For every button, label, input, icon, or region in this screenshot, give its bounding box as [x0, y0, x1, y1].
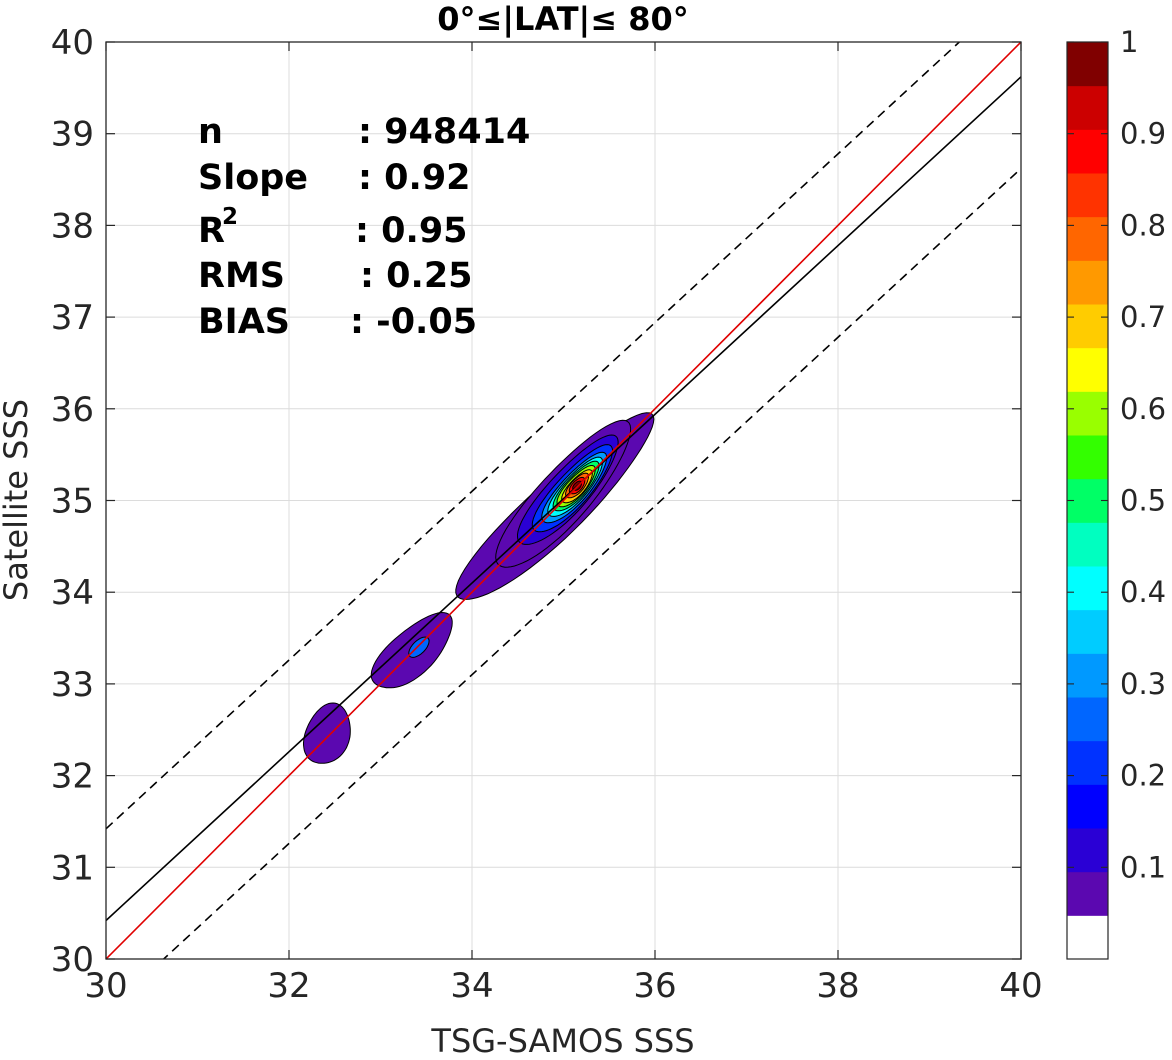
colorbar-segment — [1067, 697, 1108, 742]
x-tick-label: 38 — [816, 966, 859, 1006]
regression-line — [106, 76, 1021, 922]
colorbar-segment — [1067, 391, 1108, 436]
colorbar-tick-label: 0.9 — [1120, 117, 1166, 151]
colorbar-segment — [1067, 653, 1108, 698]
stat-r2-label: R — [198, 211, 225, 251]
tick-layer: 30 32 34 36 38 40 30 31 32 33 34 35 36 37 38 39 40 — [51, 23, 1043, 1006]
colorbar-segment — [1067, 129, 1108, 174]
x-tick-label: 30 — [84, 966, 127, 1006]
stat-r2-value: : 0.95 — [355, 211, 468, 251]
line-layer — [106, 42, 1021, 959]
y-tick-label: 34 — [51, 573, 94, 613]
x-tick-label: 40 — [999, 966, 1042, 1006]
y-tick-label: 38 — [51, 206, 94, 246]
lower-envelope-line — [162, 167, 1021, 959]
colorbar-tick-label: 0.5 — [1120, 484, 1166, 518]
colorbar-segment — [1067, 216, 1108, 261]
colorbar-segment — [1067, 871, 1108, 916]
one-to-one-line — [106, 42, 1021, 959]
x-tick-label: 36 — [633, 966, 676, 1006]
density-contour — [408, 636, 430, 658]
colorbar-tick-label: 0.1 — [1120, 850, 1166, 884]
stat-r2-superscript: 2 — [222, 204, 238, 230]
colorbar-segment — [1067, 740, 1108, 785]
colorbar-segment — [1067, 173, 1108, 218]
upper-envelope-line — [106, 42, 961, 830]
y-tick-label: 40 — [51, 23, 94, 63]
chart-title: 0°≤|LAT|≤ 80° — [437, 0, 688, 39]
colorbar-tick-label: 0.6 — [1120, 392, 1166, 426]
colorbar-segment — [1067, 42, 1108, 87]
density-layer — [303, 412, 655, 764]
stat-rms-value: : 0.25 — [360, 256, 473, 296]
x-axis-label: TSG-SAMOS SSS — [430, 1022, 694, 1055]
colorbar-segment — [1067, 260, 1108, 305]
stat-n-value: : 948414 — [358, 112, 530, 152]
colorbar-tick-label: 0.7 — [1120, 300, 1166, 334]
stat-bias-value: : -0.05 — [350, 302, 477, 342]
colorbar-segment — [1067, 566, 1108, 611]
y-tick-label: 37 — [51, 298, 94, 338]
colorbar-tick-label: 1 — [1120, 25, 1138, 59]
colorbar-segment — [1067, 915, 1108, 960]
colorbar-segment — [1067, 609, 1108, 654]
colorbar-segment — [1067, 435, 1108, 480]
stat-slope-label: Slope — [198, 158, 308, 198]
stat-rms-label: RMS — [198, 256, 285, 296]
stat-n-label: n — [198, 112, 223, 152]
colorbar: 0.1 0.2 0.3 0.4 0.5 0.6 0.7 0.8 0.9 1 — [1066, 25, 1166, 960]
y-tick-label: 33 — [51, 665, 94, 705]
colorbar-segment — [1067, 522, 1108, 567]
colorbar-segment — [1067, 304, 1108, 349]
colorbar-segment — [1067, 347, 1108, 392]
colorbar-segment — [1067, 828, 1108, 873]
x-tick-label: 32 — [267, 966, 310, 1006]
colorbar-segment — [1067, 784, 1108, 829]
y-axis-label: Satellite SSS — [0, 399, 35, 601]
stat-bias-label: BIAS — [198, 302, 290, 342]
colorbar-tick-label: 0.4 — [1120, 575, 1166, 609]
colorbar-tick-label: 0.8 — [1120, 208, 1166, 242]
colorbar-tick-label: 0.2 — [1120, 759, 1166, 793]
colorbar-segment — [1067, 85, 1108, 130]
colorbar-tick-label: 0.3 — [1120, 667, 1166, 701]
y-tick-label: 36 — [51, 390, 94, 430]
y-tick-label: 31 — [51, 848, 94, 888]
y-tick-label: 39 — [51, 115, 94, 155]
y-tick-label: 32 — [51, 757, 94, 797]
stats-annotation: n : 948414 Slope : 0.92 R 2 : 0.95 RMS :… — [198, 112, 530, 342]
y-tick-label: 35 — [51, 482, 94, 522]
y-tick-label: 30 — [51, 940, 94, 980]
x-tick-label: 34 — [450, 966, 493, 1006]
stat-slope-value: : 0.92 — [358, 158, 471, 198]
